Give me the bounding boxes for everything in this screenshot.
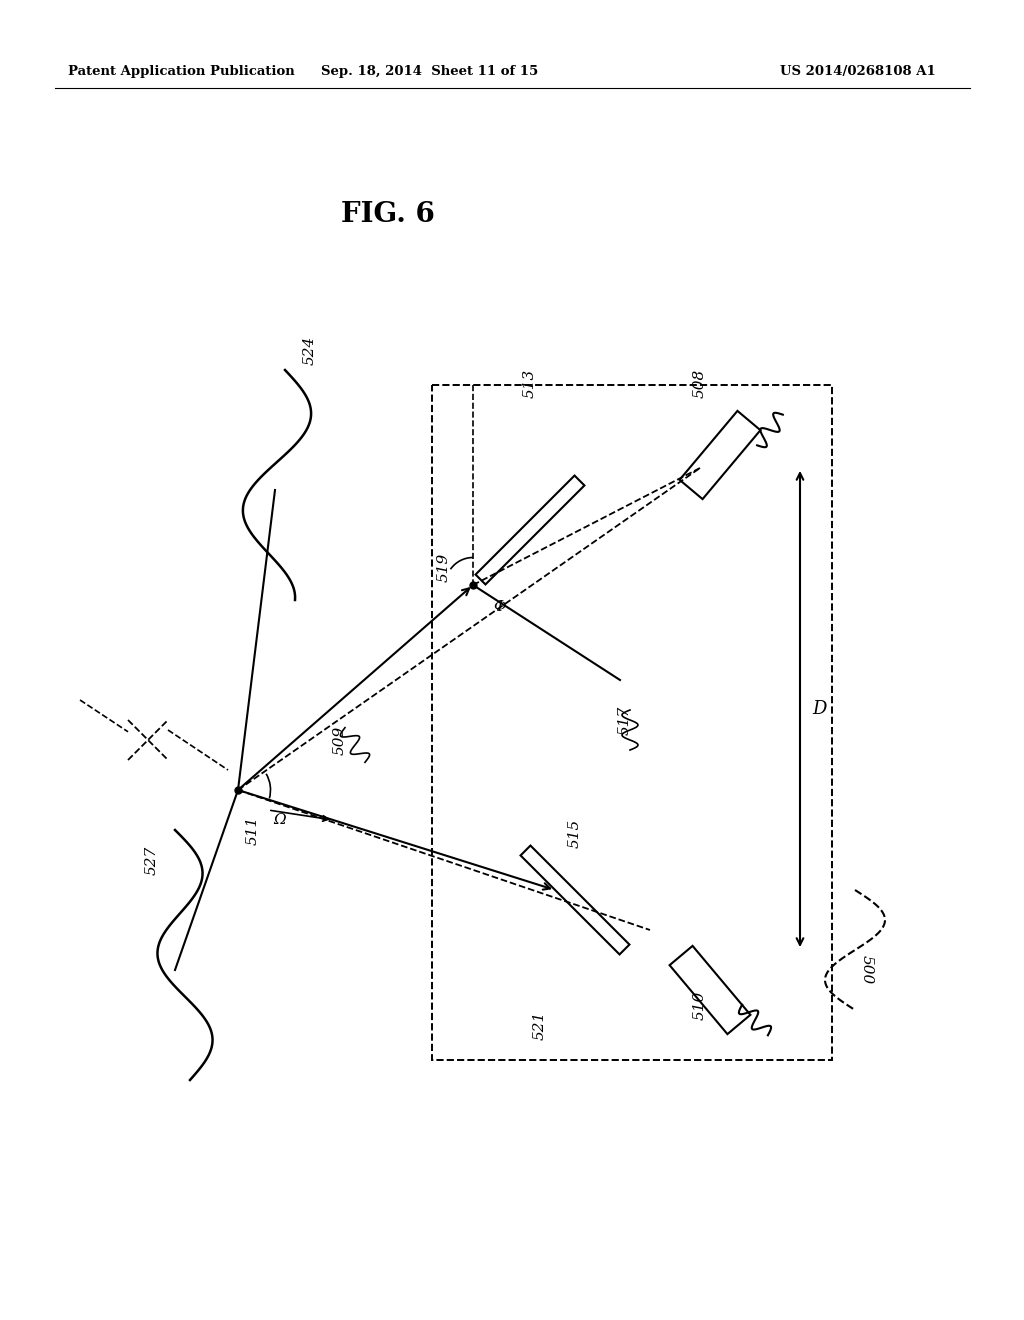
Text: D: D bbox=[812, 700, 826, 718]
Text: US 2014/0268108 A1: US 2014/0268108 A1 bbox=[780, 66, 936, 78]
Text: 519: 519 bbox=[437, 552, 451, 582]
Text: Φ: Φ bbox=[493, 601, 506, 614]
Text: 527: 527 bbox=[145, 845, 159, 875]
Text: Ω: Ω bbox=[273, 813, 286, 828]
Text: 509: 509 bbox=[333, 726, 347, 755]
Text: FIG. 6: FIG. 6 bbox=[341, 202, 435, 228]
Text: 524: 524 bbox=[303, 335, 317, 366]
Text: 515: 515 bbox=[568, 818, 582, 847]
Text: Sep. 18, 2014  Sheet 11 of 15: Sep. 18, 2014 Sheet 11 of 15 bbox=[322, 66, 539, 78]
Text: 508: 508 bbox=[693, 368, 707, 399]
Text: 517: 517 bbox=[618, 705, 632, 735]
Text: 511: 511 bbox=[246, 816, 260, 845]
Text: Patent Application Publication: Patent Application Publication bbox=[68, 66, 295, 78]
Text: 521: 521 bbox=[534, 1011, 547, 1040]
Text: 500: 500 bbox=[860, 956, 874, 985]
Bar bbox=[432, 385, 831, 1060]
Text: 510: 510 bbox=[693, 991, 707, 1020]
Text: 513: 513 bbox=[523, 368, 537, 399]
